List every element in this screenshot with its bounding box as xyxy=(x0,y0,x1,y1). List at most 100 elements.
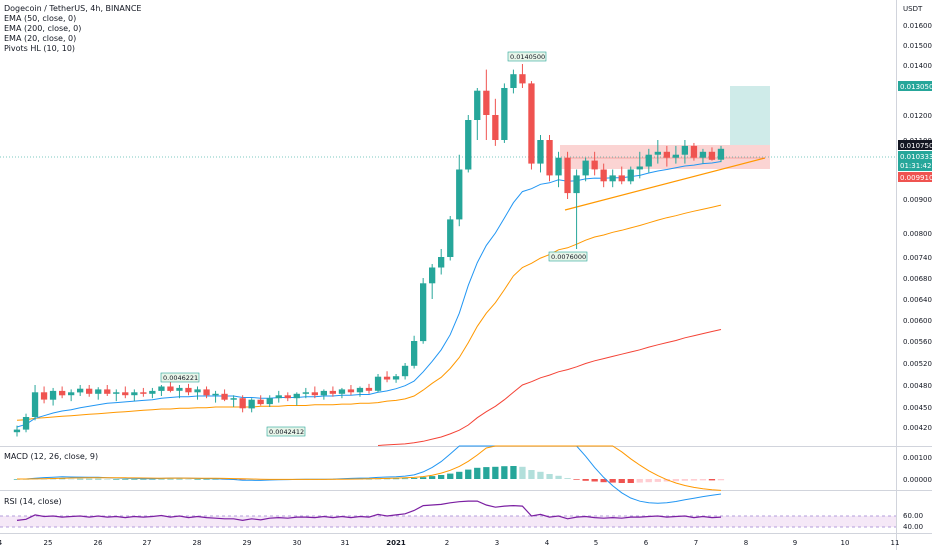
candle-body xyxy=(528,83,535,164)
candle-body xyxy=(230,398,237,400)
candle xyxy=(429,264,436,299)
indicator-ema50-label[interactable]: EMA (50, close, 0) xyxy=(4,14,77,23)
candle-body xyxy=(266,398,273,405)
indicator-pivots-label[interactable]: Pivots HL (10, 10) xyxy=(4,44,76,53)
support-trendline[interactable] xyxy=(564,157,766,211)
time-axis[interactable]: 4 25 26 27 28 29 30 31 2021 2 3 4 5 6 7 8 9 10 11 xyxy=(0,539,899,547)
time-tick: 8 xyxy=(744,539,748,547)
candle-body xyxy=(537,140,544,164)
candle-body xyxy=(194,389,201,393)
candle xyxy=(212,390,219,403)
candle-body xyxy=(663,151,670,158)
candle-body xyxy=(618,175,625,182)
candle xyxy=(13,425,21,437)
candle xyxy=(636,151,643,179)
macd-histogram-bar xyxy=(113,479,120,480)
candle xyxy=(356,386,364,397)
macd-histogram-bar xyxy=(582,479,589,481)
candle-body xyxy=(158,386,165,391)
macd-histogram-bar xyxy=(203,479,210,480)
candle xyxy=(582,157,589,182)
candle xyxy=(302,387,309,399)
time-tick: 5 xyxy=(594,539,598,547)
candle xyxy=(546,135,553,182)
price-tick: 0.0150000 xyxy=(903,42,932,50)
macd-histogram-bar xyxy=(140,479,147,480)
price-tick: 0.0048000 xyxy=(903,382,932,390)
candle-body xyxy=(275,395,282,399)
candle xyxy=(564,151,571,199)
position-target-zone[interactable] xyxy=(730,86,770,145)
macd-histogram-bar xyxy=(13,479,21,480)
candle xyxy=(411,335,418,369)
macd-label[interactable]: MACD (12, 26, close, 9) xyxy=(4,452,98,461)
symbol-title[interactable]: Dogecoin / TetherUS, 4h, BINANCE xyxy=(4,4,142,13)
candle xyxy=(266,395,273,407)
macd-histogram-bar xyxy=(555,475,562,479)
macd-histogram-bar xyxy=(167,478,174,480)
candle-body xyxy=(474,90,481,120)
price-tick: 0.0060000 xyxy=(903,317,932,325)
candle xyxy=(465,115,472,173)
candle xyxy=(257,395,264,406)
candle xyxy=(347,385,355,396)
macd-histogram-bar xyxy=(483,467,490,479)
macd-histogram-bar xyxy=(438,475,445,479)
indicator-ema200-label[interactable]: EMA (200, close, 0) xyxy=(4,24,82,33)
candle xyxy=(392,374,400,383)
candle xyxy=(284,392,291,402)
candle xyxy=(140,387,147,397)
time-tick: 29 xyxy=(243,539,252,547)
candle xyxy=(49,387,57,406)
candle-body xyxy=(600,169,607,182)
macd-histogram-bar xyxy=(77,478,84,480)
macd-histogram-bar xyxy=(122,479,129,480)
time-tick: 3 xyxy=(495,539,499,547)
macd-histogram-bar xyxy=(609,479,616,483)
countdown-label: 01:31:42 xyxy=(900,162,931,170)
time-tick: 4 xyxy=(545,539,550,547)
macd-histogram-bar xyxy=(681,479,688,481)
price-tick: 0.0090000 xyxy=(903,196,932,204)
macd-histogram-bar xyxy=(510,466,517,479)
candle-body xyxy=(672,154,679,158)
time-tick: 4 xyxy=(0,539,3,547)
candle xyxy=(230,395,237,407)
macd-histogram-bar xyxy=(149,479,156,480)
price-axis[interactable]: USDT 0.01600000.01500000.01400000.013000… xyxy=(903,5,932,432)
candle xyxy=(194,386,201,400)
macd-histogram-bar xyxy=(699,479,707,481)
macd-histogram-bar xyxy=(131,479,138,480)
candle xyxy=(510,69,517,94)
candle-body xyxy=(104,389,111,394)
candle-body xyxy=(492,115,499,140)
candle xyxy=(158,385,165,396)
macd-histogram-bar xyxy=(573,479,580,480)
macd-histogram-bar xyxy=(672,479,679,482)
candle xyxy=(447,216,454,261)
candle xyxy=(40,386,48,404)
time-tick: 7 xyxy=(694,539,698,547)
price-tick: 0.0140000 xyxy=(903,62,932,70)
candle-body xyxy=(555,157,562,176)
rsi-tick-2: 40.00 xyxy=(903,523,923,531)
time-tick: 25 xyxy=(44,539,53,547)
indicator-ema20-label[interactable]: EMA (20, close, 0) xyxy=(4,34,77,43)
time-tick: 10 xyxy=(841,539,850,547)
candle xyxy=(654,140,661,164)
pivot-high-2: 0.0046221 xyxy=(160,372,200,383)
time-tick: 31 xyxy=(341,539,350,547)
candle xyxy=(672,145,679,164)
macd-histogram-bar xyxy=(546,474,553,479)
macd-histogram-bar xyxy=(447,473,454,479)
macd-tick-2: 0.0000000 xyxy=(903,476,932,484)
macd-histogram-bar xyxy=(600,479,607,483)
candle-body xyxy=(546,140,553,176)
ema200-line xyxy=(377,329,722,446)
rsi-label[interactable]: RSI (14, close) xyxy=(4,497,62,506)
